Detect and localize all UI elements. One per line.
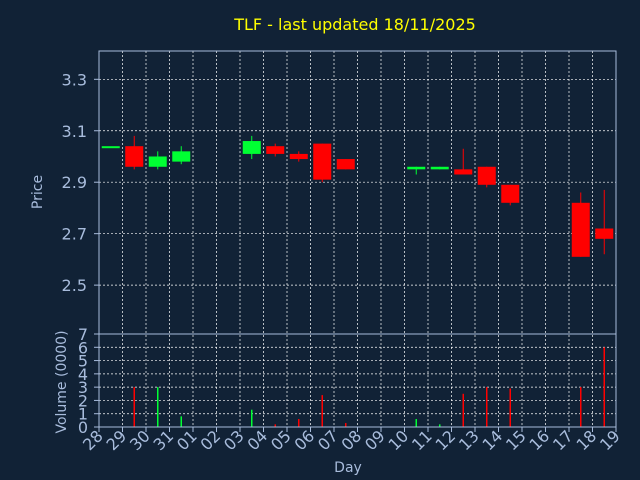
candle-body [266, 146, 285, 154]
price-tick-label: 2.9 [62, 173, 87, 192]
volume-tick-label: 3 [78, 378, 88, 397]
grid-layer [98, 51, 617, 428]
volume-tick-label: 0 [78, 418, 88, 437]
volume-bar [321, 395, 323, 427]
volume-bar [133, 387, 135, 427]
x-axis-label: Day [334, 460, 362, 476]
candle-body [313, 143, 332, 180]
price-tick-label: 3.1 [62, 122, 87, 141]
candle-body [571, 202, 590, 257]
volume-bar [180, 416, 182, 427]
candle-body [501, 184, 520, 203]
candle-body [172, 151, 191, 162]
candle-body [407, 166, 426, 170]
candle-layer [101, 135, 614, 257]
volume-layer [133, 347, 605, 427]
volume-bar [580, 387, 582, 427]
volume-bar [157, 387, 159, 427]
candle-body [289, 153, 308, 160]
volume-bar [345, 423, 347, 427]
volume-tick-label: 1 [78, 405, 88, 424]
volume-bar [439, 424, 441, 427]
volume-bar [251, 409, 253, 427]
candle-body [454, 169, 473, 175]
volume-bar [415, 419, 417, 427]
candle-body [336, 159, 355, 170]
volume-tick-label: 4 [78, 365, 88, 384]
candle-body [242, 141, 261, 154]
volume-bar [274, 424, 276, 427]
volume-tick-label: 5 [78, 352, 88, 371]
candle-body [101, 146, 120, 149]
volume-tick-label: 6 [78, 338, 88, 357]
candle-body [477, 166, 496, 185]
volume-tick-label: 2 [78, 391, 88, 410]
volume-bar [298, 419, 300, 427]
price-tick-label: 2.5 [62, 276, 87, 295]
x-tick-label: 19 [596, 426, 624, 454]
price-tick-label: 3.3 [62, 70, 87, 89]
price-axis-label: Price [30, 175, 46, 209]
volume-bar [486, 387, 488, 427]
volume-bar [462, 393, 464, 427]
price-tick-label: 2.7 [62, 225, 87, 244]
volume-bar [603, 347, 605, 427]
volume-bar [509, 388, 511, 427]
volume-axis-label: Volume (0000) [54, 330, 70, 433]
candle-body [148, 156, 167, 167]
chart-title: TLF - last updated 18/11/2025 [233, 15, 476, 34]
candle-body [430, 166, 449, 170]
candle-body [125, 146, 144, 167]
volume-tick-label: 7 [78, 325, 88, 344]
candle-body [595, 228, 614, 239]
